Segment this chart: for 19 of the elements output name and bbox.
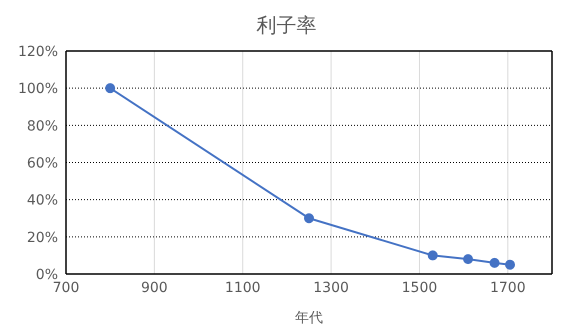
point — [428, 250, 438, 260]
x-tick-label: 1500 — [402, 280, 438, 296]
x-tick-label: 900 — [140, 280, 168, 296]
y-tick-label: 40% — [26, 192, 58, 209]
point — [304, 213, 314, 224]
point — [505, 260, 516, 270]
x-tick-label: 1100 — [224, 280, 261, 296]
y-tick-label: 80% — [26, 118, 58, 134]
point — [490, 258, 500, 268]
x-tick-label: 1700 — [490, 280, 526, 296]
y-tick-label: 20% — [26, 230, 58, 246]
y-tick-label: 60% — [26, 155, 58, 172]
x-axis-title: 年代 — [295, 310, 323, 326]
point — [105, 83, 116, 94]
point — [463, 254, 474, 264]
x-tick-label: 1300 — [313, 280, 349, 296]
y-tick-label: 120% — [18, 44, 58, 60]
y-tick-label: 100% — [18, 81, 58, 98]
chart-title: 利子率 — [256, 12, 318, 39]
